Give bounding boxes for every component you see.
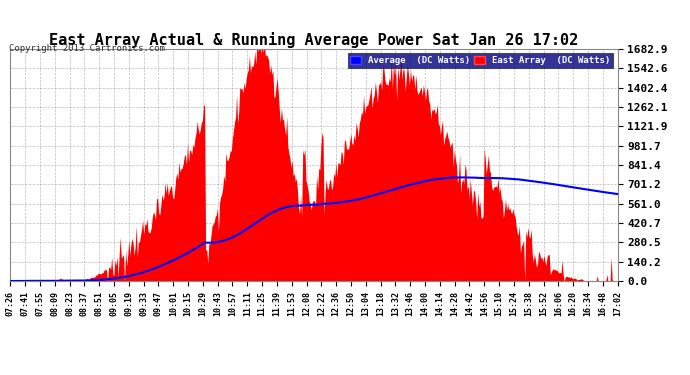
Title: East Array Actual & Running Average Power Sat Jan 26 17:02: East Array Actual & Running Average Powe… xyxy=(49,32,579,48)
Text: Copyright 2013 Cartronics.com: Copyright 2013 Cartronics.com xyxy=(9,44,165,52)
Legend: Average  (DC Watts), East Array  (DC Watts): Average (DC Watts), East Array (DC Watts… xyxy=(348,53,613,68)
